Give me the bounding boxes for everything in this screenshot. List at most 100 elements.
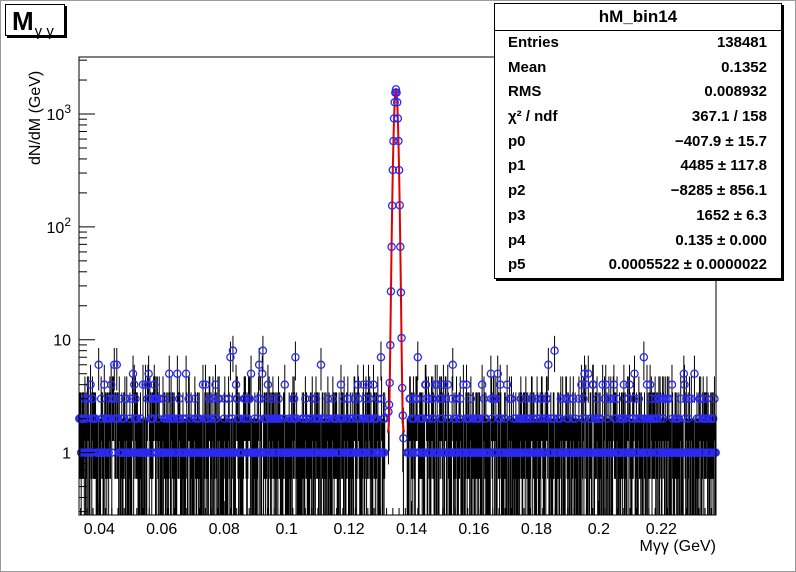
data-point <box>424 394 433 403</box>
data-point <box>323 394 333 403</box>
data-point <box>138 380 148 389</box>
data-point <box>629 394 639 403</box>
data-point <box>184 394 194 403</box>
data-point <box>241 394 250 403</box>
data-point <box>105 394 115 403</box>
data-point <box>579 394 588 403</box>
data-point <box>439 380 448 389</box>
data-point <box>592 414 601 423</box>
data-point <box>258 369 267 378</box>
data-point <box>584 369 593 378</box>
data-point <box>206 414 216 423</box>
data-point <box>264 394 274 403</box>
data-point <box>359 380 368 389</box>
y-tick-label: 103 <box>47 102 72 124</box>
data-point <box>527 394 537 403</box>
data-point <box>181 369 191 378</box>
data-point <box>432 380 442 389</box>
stats-row-chi2: χ² / ndf 367.1 / 158 <box>508 108 767 126</box>
data-point <box>164 369 174 378</box>
data-point <box>389 136 398 146</box>
data-point <box>358 414 368 423</box>
data-point <box>364 380 373 389</box>
data-point <box>339 394 349 403</box>
data-markers <box>75 85 720 457</box>
data-point <box>569 394 578 403</box>
y-tick-label: 1 <box>62 446 71 463</box>
data-point <box>120 414 129 423</box>
data-point <box>642 380 652 389</box>
data-point <box>475 414 484 423</box>
stats-row-entries: Entries 138481 <box>508 34 767 51</box>
data-point <box>231 380 241 389</box>
data-point <box>639 352 649 362</box>
axes-layer: 0.04 0.06 0.08 0.1 0.12 0.14 0.16 0.18 0.2 0.22 1 1… <box>47 56 717 538</box>
data-point <box>178 414 188 423</box>
data-point <box>173 369 182 378</box>
data-point <box>523 414 532 423</box>
data-point <box>424 414 434 423</box>
data-point <box>373 394 383 403</box>
data-point <box>680 414 690 423</box>
data-point <box>632 414 641 423</box>
data-point <box>676 394 685 403</box>
data-point <box>142 448 152 457</box>
data-point <box>267 448 276 457</box>
data-point <box>224 414 234 423</box>
stats-row-p2: p2 −8285 ± 856.1 <box>508 182 767 200</box>
histogram-title: Mγ γ <box>5 4 65 40</box>
data-point <box>696 394 705 403</box>
data-point <box>379 448 389 457</box>
data-point <box>634 394 644 403</box>
data-point <box>543 414 552 423</box>
data-point <box>500 414 510 423</box>
data-point <box>128 394 137 403</box>
data-point <box>544 360 553 370</box>
data-point <box>149 380 159 389</box>
data-point <box>336 380 346 389</box>
data-point <box>609 380 619 389</box>
data-point <box>366 414 376 423</box>
data-point <box>630 369 639 378</box>
data-point <box>493 369 502 378</box>
data-point <box>254 360 264 370</box>
data-point <box>412 394 422 403</box>
data-point <box>658 414 668 423</box>
data-point <box>496 414 506 423</box>
data-point <box>268 394 278 403</box>
data-point <box>409 394 418 403</box>
data-point <box>361 394 371 403</box>
data-point <box>586 414 596 423</box>
y-tick-label: 102 <box>47 215 72 237</box>
data-point <box>380 414 389 423</box>
data-point <box>377 394 386 403</box>
data-point <box>169 414 179 423</box>
data-point <box>390 98 399 107</box>
y-tick-label: 10 <box>53 333 71 350</box>
data-point <box>698 394 708 403</box>
data-point <box>130 380 139 389</box>
data-point <box>699 448 709 457</box>
data-point <box>421 380 431 389</box>
error-bars <box>78 88 717 515</box>
data-point <box>420 448 429 457</box>
data-point <box>627 448 637 457</box>
x-tick-label: 0.08 <box>209 521 240 538</box>
data-point <box>437 414 447 423</box>
data-point <box>580 369 589 378</box>
data-point <box>201 380 210 389</box>
data-point <box>94 360 103 370</box>
data-point <box>110 360 119 370</box>
data-point <box>376 352 386 362</box>
data-point <box>456 394 465 403</box>
data-point <box>619 380 629 389</box>
x-tick-label: 0.04 <box>84 521 115 538</box>
data-point <box>332 414 341 423</box>
data-point <box>96 394 106 403</box>
data-point <box>568 414 577 423</box>
data-point <box>104 448 113 457</box>
stats-rows: Entries 138481 Mean 0.1352 RMS 0.008932 χ² … <box>495 31 781 278</box>
data-point <box>174 394 184 403</box>
data-point <box>710 394 719 403</box>
data-point <box>88 394 97 403</box>
